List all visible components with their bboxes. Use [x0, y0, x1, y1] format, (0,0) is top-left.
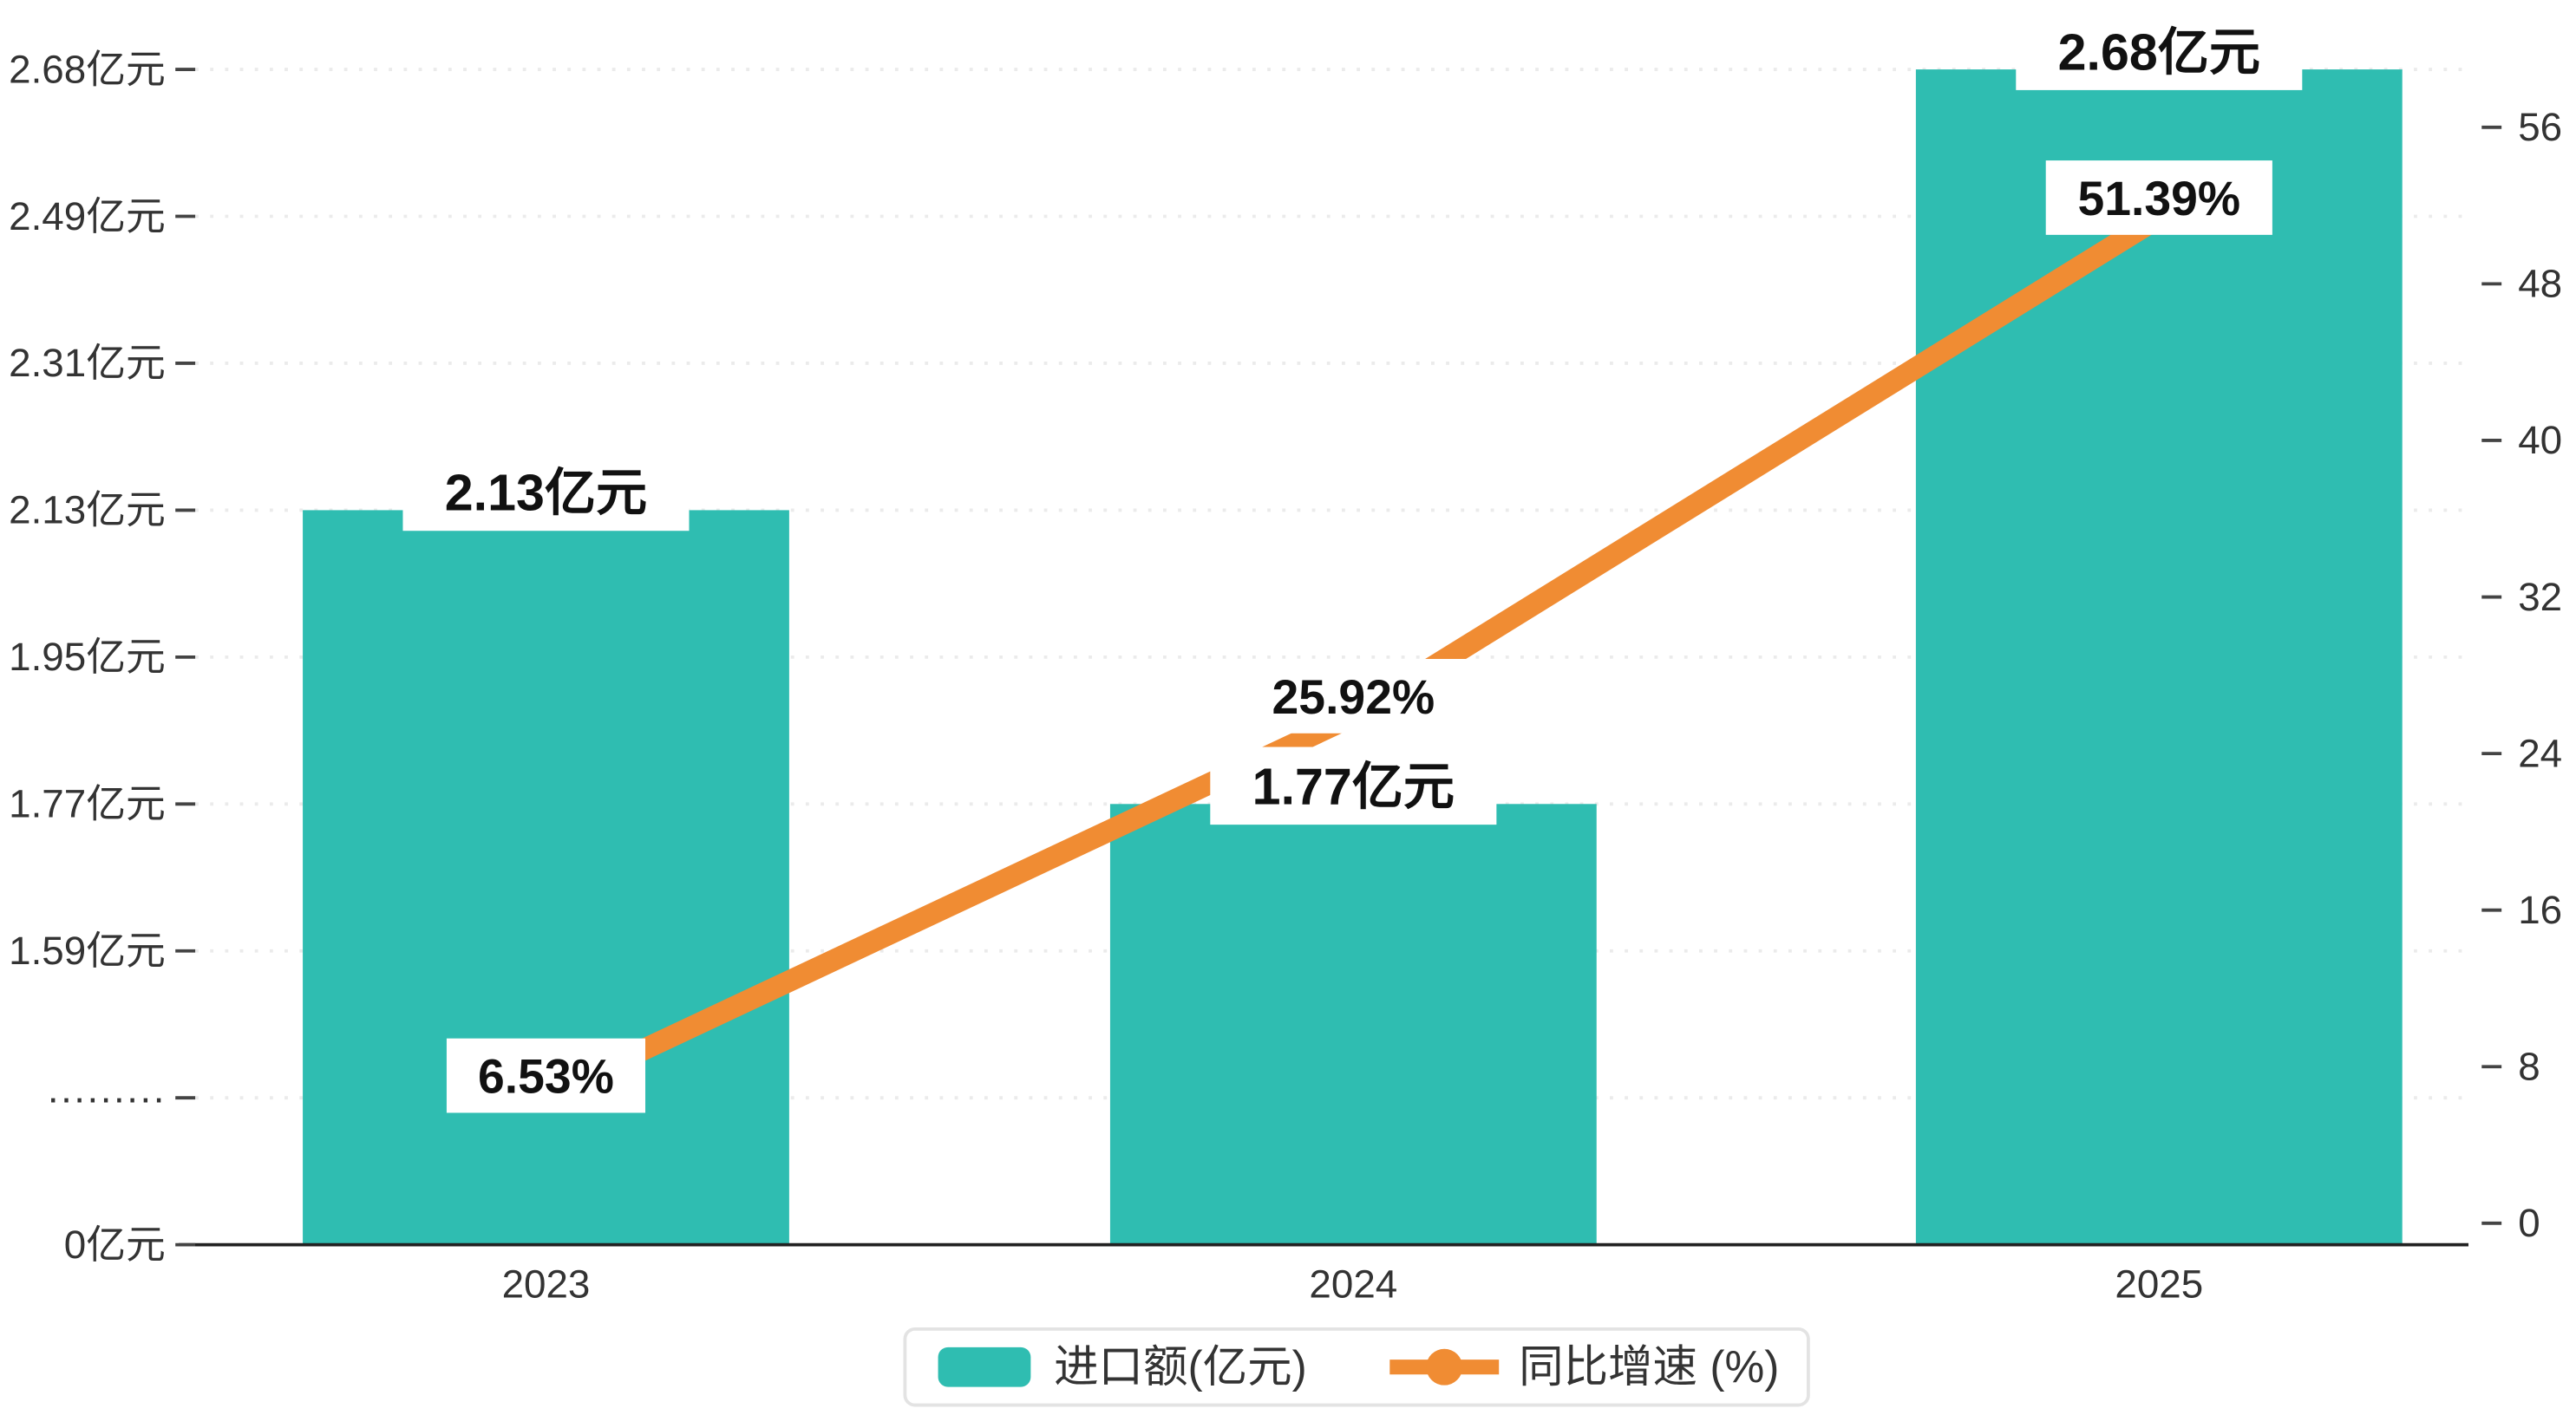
y-axis-left-label: 2.68亿元: [9, 47, 166, 91]
growth-point-label: 6.53%: [478, 1049, 614, 1103]
y-axis-left-label: 2.31亿元: [9, 341, 166, 385]
y-axis-left-label: 2.13亿元: [9, 488, 166, 532]
growth-point-label: 25.92%: [1272, 670, 1435, 724]
x-axis-label: 2025: [2115, 1262, 2203, 1307]
bar-value-label-box: [402, 453, 690, 531]
legend-bar-swatch-icon: [938, 1347, 1031, 1387]
legend-label-growth: 同比增速 (%): [1519, 1341, 1779, 1392]
bar-value-label-box: [2016, 12, 2303, 90]
legend-label-import: 进口额(亿元): [1054, 1341, 1307, 1392]
legend-item-import[interactable]: 进口额(亿元): [938, 1341, 1307, 1392]
bar-value-label: 1.77亿元: [1252, 758, 1455, 816]
bar-value-label: 2.13亿元: [445, 464, 647, 522]
bar-value-label: 2.68亿元: [2058, 23, 2260, 81]
bar-2025[interactable]: [1915, 69, 2403, 1245]
bar-2024[interactable]: [1109, 804, 1597, 1245]
bar-2023[interactable]: [303, 510, 789, 1245]
x-axis-label: 2024: [1309, 1262, 1397, 1307]
y-axis-left-label: 0亿元: [64, 1223, 166, 1267]
y-axis-right-label: 0: [2518, 1201, 2540, 1245]
growth-point-label: 51.39%: [2078, 172, 2241, 225]
y-axis-right-label: 40: [2518, 418, 2562, 462]
legend-dot-icon: [1426, 1348, 1463, 1386]
x-axis-label: 2023: [502, 1262, 591, 1307]
growth-point-label-box: [2045, 160, 2272, 235]
y-axis-right-label: 8: [2518, 1045, 2540, 1089]
y-axis-right-label: 48: [2518, 262, 2562, 306]
y-axis-left-label: 2.49亿元: [9, 194, 166, 238]
legend-item-growth[interactable]: 同比增速 (%): [1389, 1341, 1779, 1392]
y-axis-left-label: 1.59亿元: [9, 929, 166, 973]
y-axis-left-label: 1.77亿元: [9, 782, 166, 826]
bar-value-label-box: [1210, 747, 1497, 825]
y-axis-left-label: 1.95亿元: [9, 635, 166, 679]
y-axis-right-label: 24: [2518, 731, 2562, 775]
legend-box: [903, 1327, 1810, 1407]
y-axis-left-label: ·········: [47, 1075, 166, 1119]
y-axis-right-label: 16: [2518, 888, 2562, 932]
y-axis-right-label: 32: [2518, 575, 2562, 619]
legend: 进口额(亿元) 同比增速 (%): [903, 1327, 1810, 1407]
y-axis-right-label: 56: [2518, 105, 2562, 149]
growth-point-label-box: [1239, 658, 1467, 734]
growth-point-label-box: [446, 1038, 646, 1113]
